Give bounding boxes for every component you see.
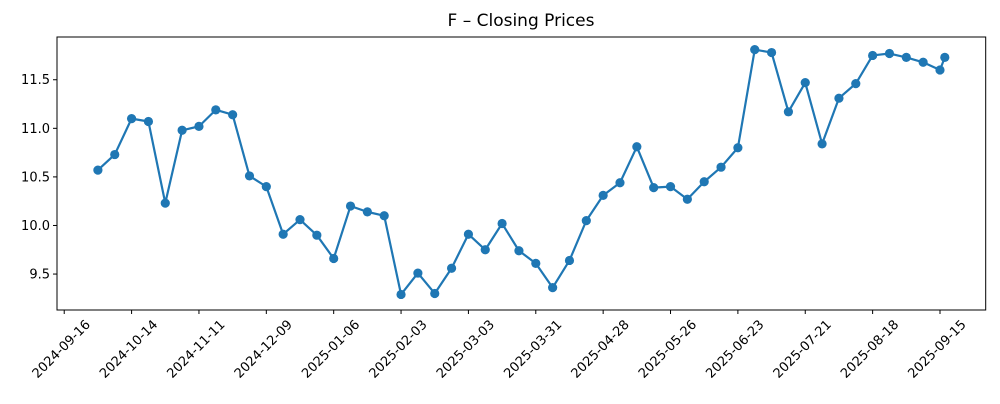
data-point-marker [345, 201, 356, 211]
x-tick-label: 2024-09-16 [30, 318, 94, 382]
plot-border [56, 36, 987, 311]
x-tick-label: 2025-03-03 [434, 318, 498, 382]
data-point-marker [312, 230, 322, 240]
data-point-marker [817, 139, 827, 149]
data-point-marker [935, 65, 945, 75]
data-point-marker [868, 50, 878, 61]
data-point-marker [194, 121, 204, 131]
data-point-marker [463, 229, 474, 239]
data-point-marker [783, 107, 794, 117]
data-point-marker [918, 57, 928, 67]
price-line-series [96, 48, 946, 296]
data-point-marker [733, 143, 743, 153]
data-point-marker [160, 198, 170, 208]
data-point-marker [548, 283, 558, 293]
data-point-marker [581, 216, 591, 226]
data-point-marker [800, 78, 810, 88]
data-point-marker [110, 149, 120, 160]
x-tick-label: 2025-07-21 [771, 318, 835, 382]
x-tick-label: 2025-06-23 [703, 318, 767, 382]
data-point-marker [177, 125, 187, 135]
data-point-marker [480, 245, 490, 255]
x-tick-label: 2025-05-26 [636, 318, 700, 382]
data-point-marker [211, 105, 221, 115]
data-point-marker [278, 229, 288, 239]
x-tick-label: 2025-02-03 [367, 318, 431, 382]
data-point-marker [93, 165, 103, 175]
data-point-marker [766, 47, 777, 58]
data-point-marker [940, 52, 950, 63]
data-point-marker [884, 48, 895, 59]
data-point-marker [244, 171, 255, 181]
data-point-marker [699, 177, 709, 187]
data-point-marker [531, 258, 541, 268]
y-tick-label: 11.5 [21, 73, 50, 88]
y-tick-label: 11.0 [21, 122, 50, 137]
data-point-marker [413, 268, 423, 278]
data-point-marker [851, 79, 861, 89]
data-point-marker [362, 207, 372, 217]
y-tick-label: 10.5 [21, 170, 50, 185]
data-point-marker [261, 182, 271, 192]
data-point-marker [126, 114, 137, 124]
chart-title: F – Closing Prices [448, 11, 595, 31]
y-tick-label: 10.0 [21, 219, 50, 234]
data-point-marker [329, 253, 339, 264]
data-point-marker [901, 52, 911, 63]
data-point-marker [497, 218, 507, 229]
x-tick-label: 2025-03-31 [501, 318, 565, 382]
data-point-marker [615, 178, 625, 188]
data-point-marker [446, 263, 457, 273]
data-point-marker [834, 93, 844, 103]
data-point-marker [750, 45, 760, 55]
data-point-marker [649, 182, 659, 193]
y-tick-label: 9.5 [29, 268, 50, 283]
data-point-marker [143, 116, 154, 127]
x-tick-label: 2025-09-15 [905, 318, 969, 382]
data-point-marker [514, 246, 524, 256]
x-tick-label: 2024-10-14 [97, 318, 161, 382]
data-point-marker [716, 162, 726, 172]
x-tick-label: 2024-12-09 [232, 318, 296, 382]
x-tick-label: 2025-04-28 [569, 318, 633, 382]
data-point-marker [228, 110, 238, 120]
data-point-marker [682, 194, 692, 204]
x-tick-label: 2024-11-11 [164, 318, 228, 382]
data-point-marker [396, 289, 406, 300]
x-tick-label: 2025-01-06 [299, 318, 363, 382]
x-tick-label: 2025-08-18 [838, 318, 902, 382]
data-point-marker [598, 190, 608, 200]
data-point-marker [564, 255, 575, 266]
data-point-marker [632, 142, 642, 152]
data-point-marker [379, 211, 389, 221]
data-point-marker [665, 182, 676, 192]
data-point-marker [295, 215, 305, 225]
data-point-marker [430, 288, 440, 299]
